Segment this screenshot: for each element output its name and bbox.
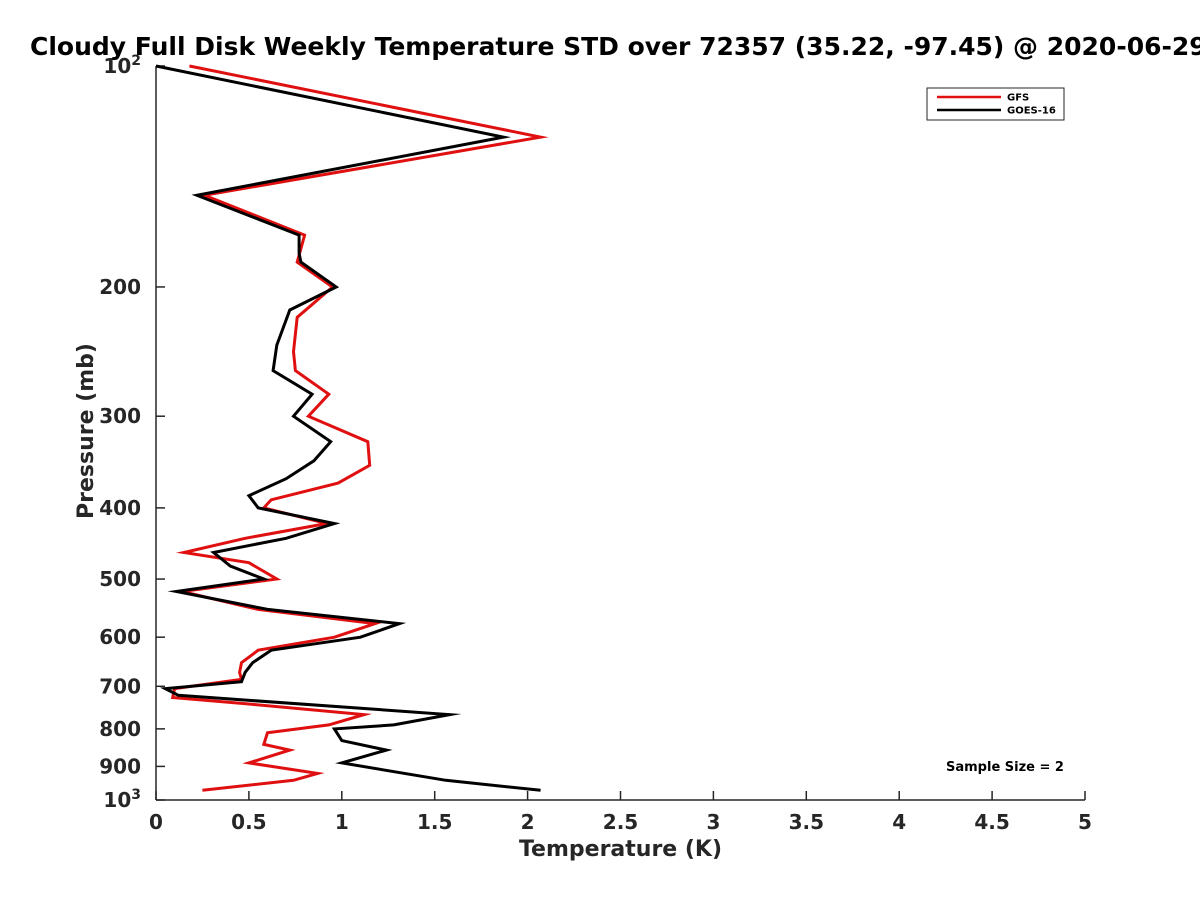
y-tick-label: 200	[99, 275, 141, 299]
x-tick-label: 3	[706, 810, 720, 834]
legend-label-goes16: GOES-16	[1007, 106, 1056, 117]
y-tick-label: 800	[99, 717, 141, 741]
x-tick-label: 4.5	[974, 810, 1009, 834]
x-tick-label: 2	[521, 810, 535, 834]
series-line-gfs	[170, 64, 549, 792]
y-tick-label: 600	[99, 625, 141, 649]
x-tick-label: 5	[1078, 810, 1092, 834]
x-tick-label: 0	[149, 810, 163, 834]
x-tick-label: 1.5	[417, 810, 452, 834]
y-tick-label: 700	[99, 674, 141, 698]
y-tick-label: 300	[99, 404, 141, 428]
chart-legend: GFS GOES-16	[926, 87, 1065, 121]
series-lines	[155, 64, 549, 792]
plot-axes: 0 0.5 1 1.5 2 2.5 3 3.5 4 4.5 5 102 200 300 400 500 600…	[99, 53, 1092, 834]
legend-label-gfs: GFS	[1007, 93, 1029, 104]
x-axis-label: Temperature (K)	[519, 837, 722, 862]
x-tick-label: 3.5	[789, 810, 824, 834]
x-tick-label: 2.5	[603, 810, 638, 834]
y-tick-label: 400	[99, 496, 141, 520]
y-tick-label: 103	[103, 787, 141, 812]
y-axis-ticks: 102 200 300 400 500 600 700 800 900 103	[99, 53, 165, 812]
x-tick-label: 1	[335, 810, 349, 834]
y-tick-label: 102	[103, 53, 141, 78]
legend-box	[926, 87, 1065, 121]
x-axis-ticks: 0 0.5 1 1.5 2 2.5 3 3.5 4 4.5 5	[149, 791, 1092, 834]
sample-size-annotation: Sample Size = 2	[946, 760, 1064, 775]
x-tick-label: 4	[892, 810, 906, 834]
y-axis-label: Pressure (mb)	[74, 343, 99, 519]
chart-title: Cloudy Full Disk Weekly Temperature STD …	[30, 32, 1200, 61]
series-line-goes16	[155, 64, 541, 792]
y-tick-label: 900	[99, 754, 141, 778]
x-tick-label: 0.5	[231, 810, 266, 834]
y-tick-label: 500	[99, 567, 141, 591]
